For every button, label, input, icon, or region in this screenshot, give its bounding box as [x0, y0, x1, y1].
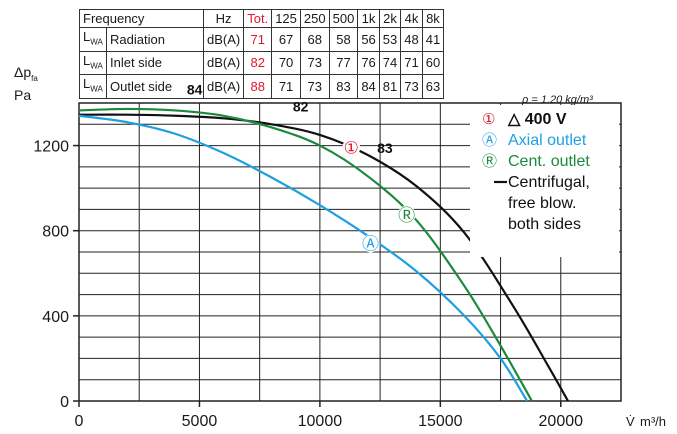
curve-marker-bg: [397, 205, 416, 224]
value-cell: 60: [421, 50, 445, 76]
x-tick-label: 5000: [182, 413, 218, 430]
value-cell: 73: [299, 74, 330, 99]
lwa-symbol-sub: WA: [90, 37, 103, 47]
table-header-cell: Tot.: [243, 9, 273, 28]
lwa-symbol-cell: LWA: [79, 50, 107, 76]
unit-cell: dB(A): [202, 50, 245, 76]
y-axis-title: Δpfa Pa: [14, 64, 38, 103]
series-line: [78, 114, 528, 402]
table-header-row: Frequency Hz Tot. 125 250 500 1k 2k 4k 8k: [79, 9, 445, 28]
value-cell: 68: [299, 27, 330, 52]
lwa-symbol-sub: WA: [90, 84, 103, 94]
sound-level-label: 83: [377, 140, 393, 156]
plot-frame: [78, 102, 622, 402]
x-tick-label: 10000: [298, 413, 343, 430]
table-header-cell: 1k: [357, 9, 380, 28]
value-cell: 63: [421, 74, 445, 99]
y-axis-unit: Pa: [14, 86, 32, 103]
lwa-symbol: L: [83, 29, 91, 44]
value-cell: 53: [378, 27, 402, 52]
unit-cell: dB(A): [202, 74, 245, 99]
x-tick-label: 0: [75, 413, 84, 430]
total-cell: 82: [243, 50, 273, 76]
curve-marker-bg: [342, 138, 361, 157]
curve-marker: ①: [344, 139, 359, 159]
table-header-cell: 8k: [421, 9, 445, 28]
table-header-cell: 2k: [378, 9, 402, 28]
value-cell: 77: [328, 50, 359, 76]
legend-marker: ①: [482, 110, 495, 128]
sound-level-label: 82: [293, 99, 309, 115]
y-axis-symbol: Δp: [14, 64, 32, 80]
curve-marker: Ⓐ: [362, 234, 379, 254]
value-cell: 84: [357, 74, 380, 99]
lwa-symbol: L: [83, 76, 91, 92]
value-cell: 83: [328, 74, 359, 99]
unit-cell: dB(A): [202, 27, 245, 52]
sound-power-table: Frequency Hz Tot. 125 250 500 1k 2k 4k 8k LWA Radia…: [79, 9, 445, 99]
value-cell: 81: [378, 74, 402, 99]
legend-label: Cent. outlet: [508, 153, 590, 170]
value-cell: 41: [421, 27, 445, 52]
y-tick-label: 1200: [33, 139, 69, 156]
lwa-symbol-sub: WA: [90, 61, 103, 71]
x-tick-label: 20000: [539, 413, 584, 430]
table-header-cell: Frequency: [79, 9, 204, 28]
legend-marker: Ⓡ: [482, 152, 497, 170]
row-name-cell: Radiation: [106, 27, 204, 52]
x-tick-label: 15000: [418, 413, 463, 430]
y-tick-label: 0: [60, 394, 69, 411]
curve-marker: Ⓡ: [398, 206, 415, 226]
curve-marker-bg: [361, 234, 380, 253]
table-header-cell: 250: [299, 9, 330, 28]
table-row: LWA Outlet side dB(A) 88 71 73 83 84 81 73 63: [79, 74, 445, 99]
lwa-symbol-cell: LWA: [79, 74, 107, 99]
lwa-symbol: L: [83, 52, 91, 68]
table-row: LWA Inlet side dB(A) 82 70 73 77 76 74 71 60: [79, 50, 445, 76]
value-cell: 70: [271, 50, 301, 76]
legend-label: both sides: [508, 216, 581, 233]
total-cell: 88: [243, 74, 273, 99]
legend-label: free blow.: [508, 195, 576, 212]
total-cell: 71: [243, 27, 273, 52]
y-tick-label: 800: [42, 224, 69, 241]
series-line: [78, 107, 533, 402]
row-name-cell: Outlet side: [106, 74, 204, 99]
y-tick-label: 400: [42, 309, 69, 326]
table-header-cell: Hz: [202, 9, 245, 28]
legend-marker: Ⓐ: [482, 131, 497, 149]
table-row: LWA Radiation dB(A) 71 67 68 58 56 53 48 41: [79, 27, 445, 52]
legend-label: Axial outlet: [508, 132, 587, 149]
table-header-cell: 125: [271, 9, 301, 28]
x-axis-unit: m³/h: [640, 414, 666, 429]
legend-label: △ 400 V: [507, 111, 567, 128]
value-cell: 58: [328, 27, 359, 52]
table-header-cell: 500: [328, 9, 359, 28]
x-axis-symbol: V̇: [626, 414, 635, 429]
value-cell: 73: [299, 50, 330, 76]
row-name-cell: Inlet side: [106, 50, 204, 76]
value-cell: 71: [400, 50, 423, 76]
y-axis-symbol-sub: fa: [31, 73, 38, 83]
sound-level-label: 84: [187, 81, 203, 97]
legend-label: Centrifugal,: [508, 174, 590, 191]
